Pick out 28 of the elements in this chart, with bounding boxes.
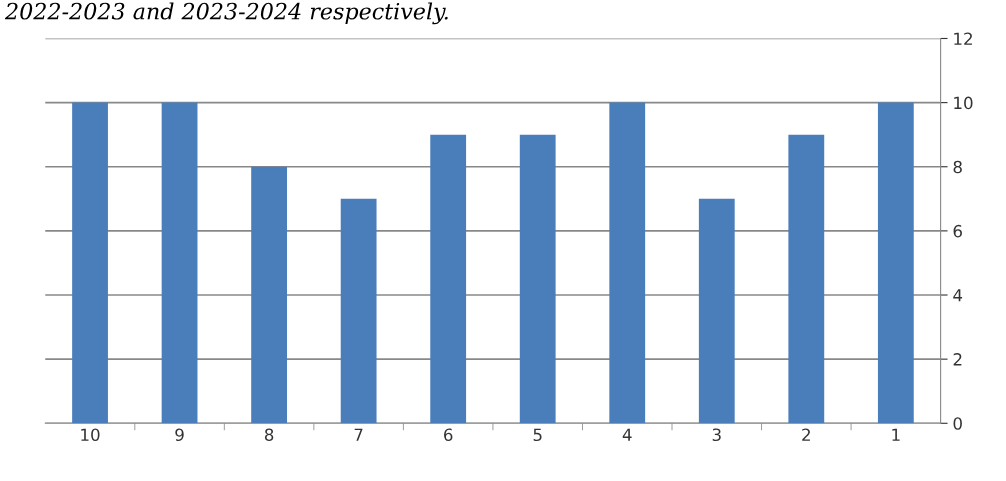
x-tick-label: 7: [354, 428, 363, 441]
x-tick-label: 10: [81, 428, 100, 442]
bar: [698, 198, 735, 424]
bar: [788, 134, 825, 424]
x-tick-label: 5: [533, 428, 542, 442]
x-tick-label: 3: [712, 428, 721, 442]
x-tick-label: 1: [892, 428, 900, 441]
x-tick-label: 9: [175, 428, 184, 442]
text: 2022-2023 and 2023-2024 respectively.: [4, 2, 448, 25]
bar: [340, 198, 377, 424]
bar: [609, 102, 646, 424]
y-tick-label: 0: [953, 417, 962, 430]
bar: [519, 134, 556, 424]
bar: [877, 102, 914, 424]
y-tick-label: 2: [953, 353, 962, 366]
x-tick-label: 6: [444, 428, 453, 442]
bar: [161, 102, 198, 424]
x-tick-label: 8: [264, 428, 274, 442]
y-tick-label: 8: [953, 160, 962, 174]
x-tick-label: 2: [802, 428, 810, 441]
bar: [251, 166, 288, 424]
bar: [72, 102, 108, 424]
y-tick-label: 10: [954, 96, 973, 110]
x-tick-label: 4: [622, 428, 632, 441]
y-tick-label: 12: [954, 32, 972, 45]
y-tick-label: 6: [953, 224, 962, 238]
y-tick-label: 4: [953, 289, 963, 302]
bar: [430, 134, 467, 424]
